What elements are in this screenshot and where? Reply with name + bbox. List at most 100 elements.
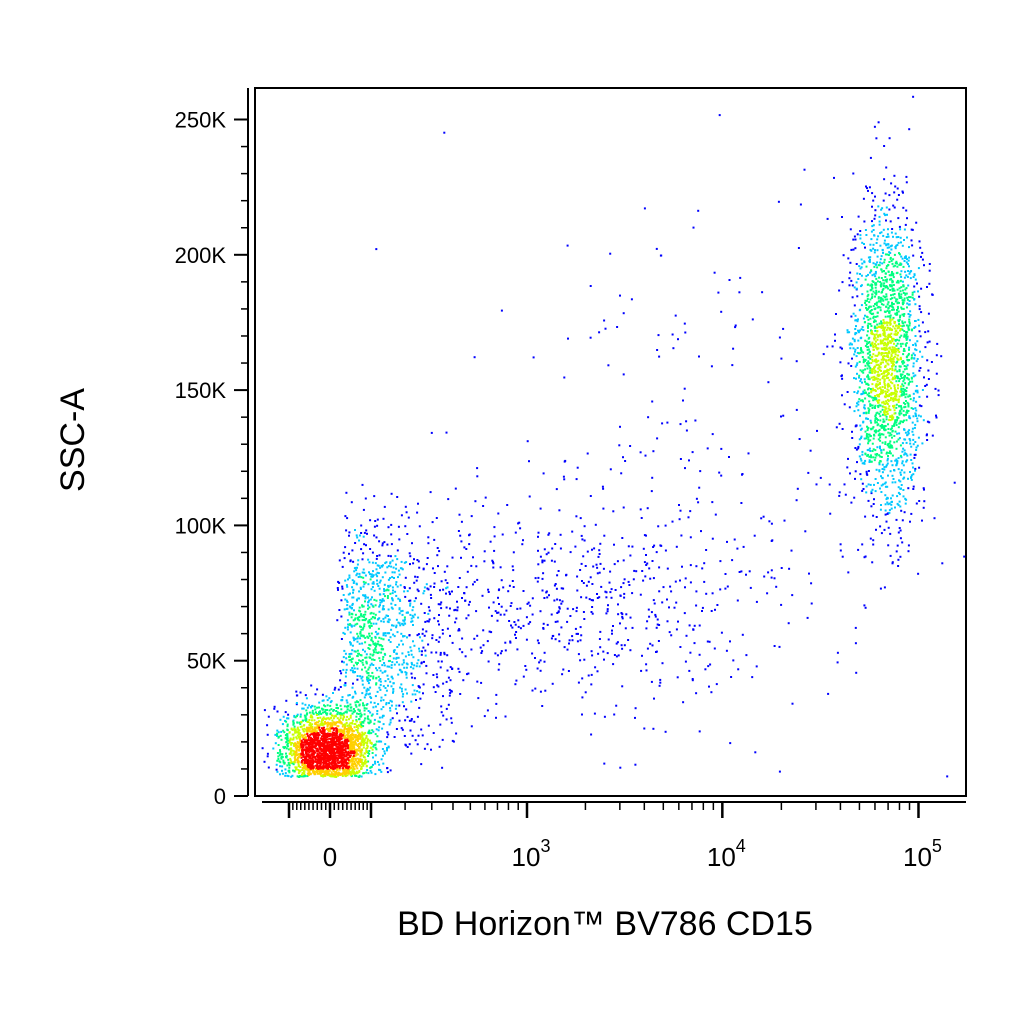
event-point [883,282,886,285]
event-point [926,433,928,436]
event-point [854,477,856,480]
event-point [460,540,463,543]
event-point [861,453,864,456]
event-point [655,650,658,653]
event-point [359,675,362,678]
event-point [908,272,911,275]
event-point [629,616,632,619]
event-point [898,323,901,326]
event-point [887,376,890,379]
event-point [382,617,385,620]
event-point [284,737,287,740]
event-point [869,284,872,287]
event-point [862,369,865,372]
event-point [620,644,623,647]
event-point [907,354,910,357]
event-point [365,656,368,659]
event-point [318,720,321,723]
event-point [374,762,377,765]
event-point [288,769,291,772]
event-point [368,643,371,646]
event-point [319,712,322,715]
event-point [354,529,356,531]
event-point [624,627,627,630]
event-point [308,704,311,707]
event-point [298,744,301,747]
event-point [876,238,879,241]
event-point [854,470,857,473]
event-point [863,404,866,407]
event-point [902,191,904,194]
event-point [875,263,877,266]
event-point [356,744,359,747]
event-point [304,694,307,697]
event-point [362,702,364,705]
event-point [446,565,449,568]
event-point [492,561,494,564]
event-point [775,585,778,588]
event-point [308,772,311,775]
event-point [887,287,890,290]
event-point [910,354,913,357]
event-point [332,692,334,694]
event-point [738,291,741,294]
event-point [620,586,623,589]
event-point [529,621,532,624]
event-point [378,657,381,660]
event-point [879,447,881,450]
event-point [883,427,886,430]
event-point [358,539,360,542]
event-point [896,265,899,268]
event-point [907,477,909,480]
event-point [522,539,524,542]
event-point [795,360,798,363]
event-point [522,590,525,592]
event-point [389,769,392,772]
event-point [649,642,652,645]
event-point [606,608,609,611]
event-point [350,728,353,730]
event-point [285,699,288,702]
event-point [394,555,397,558]
event-point [377,729,380,732]
event-point [368,635,371,637]
event-point [359,755,362,758]
event-point [284,719,286,722]
event-point [711,501,714,504]
event-point [375,599,378,602]
event-point [864,515,867,518]
event-point [367,558,370,561]
event-point [382,605,385,607]
event-point [923,376,925,379]
event-point [897,325,900,328]
event-point [370,742,373,745]
event-point [726,585,729,588]
event-point [404,743,407,746]
event-point [381,658,384,661]
event-point [364,597,367,600]
event-point [353,580,356,583]
event-point [476,475,479,478]
event-point [380,770,383,773]
event-point [345,491,348,494]
event-point [452,740,455,743]
event-point [874,283,877,286]
event-point [487,588,490,591]
event-point [280,755,283,758]
event-point [349,606,352,609]
event-point [787,622,790,625]
event-point [868,351,871,354]
event-point [299,740,302,743]
event-point [344,675,347,678]
event-point [854,314,857,317]
event-point [903,453,906,456]
event-point [879,415,882,418]
event-point [893,409,896,412]
event-point [653,697,655,700]
event-point [898,252,900,255]
event-point [795,408,798,411]
event-point [276,710,279,713]
event-point [514,623,517,626]
event-point [617,654,620,657]
event-point [616,641,619,644]
